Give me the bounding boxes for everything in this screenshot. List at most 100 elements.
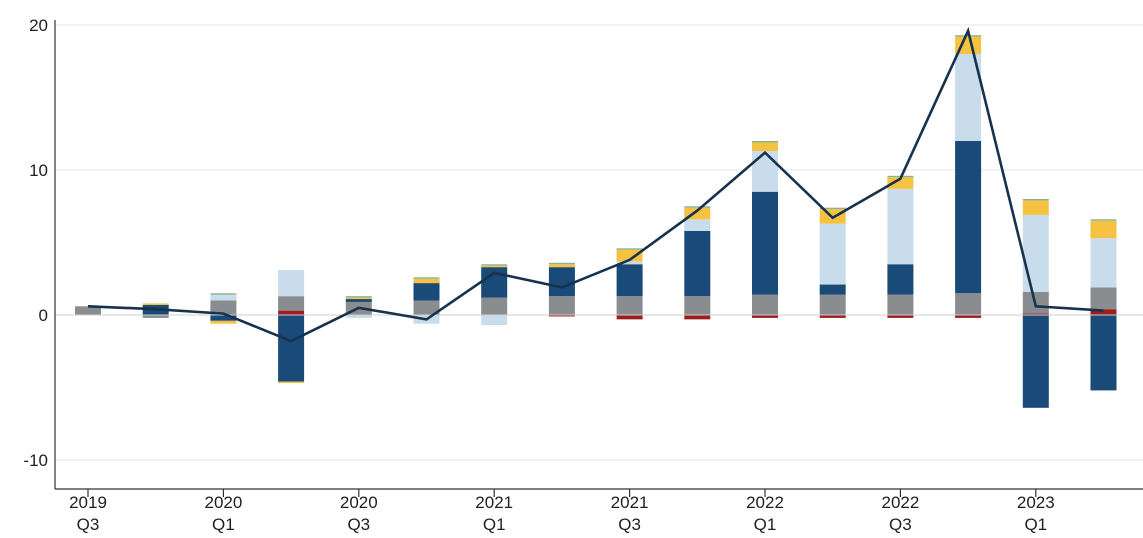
bar-segment [548,267,575,297]
bar-segment [752,142,778,152]
bar-segment [616,315,643,320]
x-tick-label-quarter: Q1 [1024,515,1047,534]
bar-segment [684,296,711,315]
bar-segment [278,381,305,384]
bar-segment [278,296,305,311]
bar-segment [684,207,711,220]
y-axis-labels: 20 10 0 -10 [23,16,48,470]
bar-segment [345,296,372,298]
bar-segment [548,296,575,315]
bar-segment [887,188,914,265]
x-tick-label-year: 2022 [746,493,784,512]
bar-segment [413,283,440,301]
bar-segment [684,315,711,320]
bar-segment [1090,309,1117,315]
bar-segment [752,294,778,315]
bar-segment [210,315,237,321]
bar-segment [1090,220,1117,239]
bar-segment [1090,315,1117,391]
bar-segment [210,294,237,301]
bar-segment [752,315,778,318]
x-axis-labels: 2019 Q3 2020 Q1 2020 Q3 2021 Q1 2021 Q3 2022 Q1 2022… [69,493,1055,534]
bar-segment [481,297,508,315]
bar-segment [345,315,372,318]
bar-segment [887,294,914,315]
bar-segment [413,277,440,279]
y-tick-label: 0 [39,306,48,325]
y-tick-label: -10 [23,451,48,470]
bar-segment [819,223,846,285]
x-tick-label-year: 2023 [1017,493,1055,512]
bar-segment [413,278,440,284]
x-tick-label-quarter: Q3 [618,515,641,534]
bar-segment [142,303,169,305]
bar-segment [752,191,778,295]
bar-segment [819,315,846,318]
bar-segment [345,299,372,302]
total-line-path [87,26,1104,343]
bar-segment [616,264,643,297]
bar-segment [481,264,508,266]
bar-segment [1022,313,1049,315]
bar-segment [955,36,982,54]
bar-segment [684,219,711,231]
bar-segment [616,296,643,315]
bar-segment [819,294,846,315]
x-tick-label-year: 2020 [204,493,242,512]
bar-segment [413,300,440,315]
bar-segment [1022,199,1049,201]
bar-segment [1090,238,1117,288]
bar-segment [345,297,372,300]
bar-segment [955,315,982,318]
bar-segment [684,230,711,297]
x-tick-label-quarter: Q1 [483,515,506,534]
bar-segment [616,249,643,262]
x-tick-label-quarter: Q3 [347,515,370,534]
bar-segment [887,315,914,318]
bar-segment [1090,219,1117,221]
bar-segment [1022,200,1049,215]
bar-segment [684,206,711,208]
bar-segment [887,264,914,295]
bar-segment [616,248,643,250]
bar-segment [548,315,575,317]
x-tick-label-year: 2020 [340,493,378,512]
x-tick-label-quarter: Q1 [754,515,777,534]
y-tick-label: 20 [29,16,48,35]
bar-segment [955,141,982,294]
bar-segment [548,264,575,268]
bar-segment [616,261,643,265]
x-tick-label-year: 2021 [611,493,649,512]
bar-segment [819,207,846,210]
bar-segment [1022,315,1049,408]
bar-segment [1022,214,1049,292]
bar-segment [278,270,305,297]
x-tick-label-year: 2019 [69,493,107,512]
bar-segment [819,284,846,295]
x-tick-label-quarter: Q3 [889,515,912,534]
bar-segment [210,293,237,295]
axes [54,20,1143,497]
bar-segment [752,151,778,192]
bar-segment [278,315,305,382]
total-line [87,26,1104,343]
bar-segment [1090,287,1117,310]
x-tick-label-year: 2022 [881,493,919,512]
stacked-bars [75,35,1117,408]
y-tick-label: 10 [29,161,48,180]
bar-segment [548,262,575,265]
bar-segment [481,315,508,326]
x-tick-label-year: 2021 [475,493,513,512]
bar-segment [481,265,508,268]
x-tick-label-quarter: Q1 [212,515,235,534]
bar-segment [752,141,778,143]
bar-segment [210,320,237,324]
bar-segment [887,177,914,189]
bar-segment [955,293,982,315]
bar-segment [142,315,169,318]
bar-segment [278,310,305,315]
x-tick-label-quarter: Q3 [77,515,100,534]
bar-segment [210,300,237,315]
bar-segment [75,306,101,315]
